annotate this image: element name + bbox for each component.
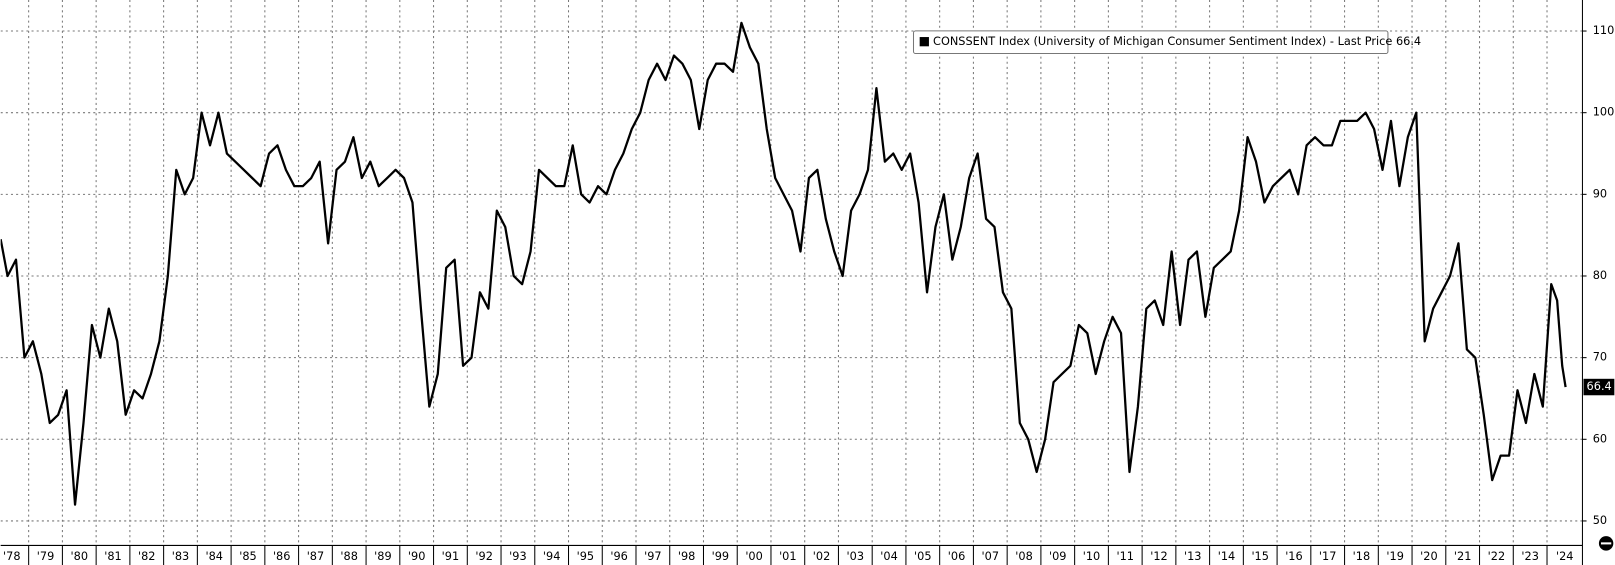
- last-price-label: 66.4: [1587, 379, 1612, 393]
- y-tick-label: 50: [1593, 513, 1607, 527]
- x-tick-label: '91: [442, 549, 460, 563]
- x-tick-label: '12: [1150, 549, 1168, 563]
- y-tick-label: 110: [1593, 23, 1615, 37]
- icon: [1598, 536, 1614, 551]
- last-price-box: [1583, 378, 1615, 396]
- x-tick-label: '94: [543, 549, 561, 563]
- x-tick-label: '18: [1353, 549, 1371, 563]
- x-tick-label: '81: [104, 549, 122, 563]
- x-tick-label: '93: [509, 549, 527, 563]
- y-tick-label: 70: [1593, 350, 1607, 364]
- y-tick-label: 60: [1593, 431, 1607, 445]
- x-tick-label: '01: [779, 549, 797, 563]
- x-tick-label: '78: [3, 549, 21, 563]
- series-line: [0, 21, 1567, 506]
- y-tick-label: 100: [1593, 105, 1615, 119]
- x-tick-label: '82: [138, 549, 156, 563]
- legend: CONSSENT Index (University of Michigan C…: [912, 30, 1421, 55]
- axes: 50 60 70 80 90 100 110 '78 '79 '80 '81 '82 '83 '84 '85…: [3, 23, 1615, 565]
- x-tick-label: '87: [307, 549, 325, 563]
- x-tick-label: '05: [914, 549, 932, 563]
- x-tick-label: '85: [239, 549, 257, 563]
- x-tick-label: '09: [1049, 549, 1067, 563]
- x-tick-label: '15: [1251, 549, 1269, 563]
- x-tick-label: '95: [577, 549, 595, 563]
- x-tick-label: '89: [374, 549, 392, 563]
- x-tick-label: '83: [172, 549, 190, 563]
- grid: [0, 0, 1583, 546]
- x-tick-label: '92: [475, 549, 493, 563]
- x-tick-label: '02: [813, 549, 831, 563]
- x-tick-label: '04: [880, 549, 898, 563]
- x-tick-label: '21: [1454, 549, 1472, 563]
- x-tick-label: '00: [745, 549, 763, 563]
- x-tick-label: '97: [644, 549, 662, 563]
- plot: [0, 21, 1567, 506]
- y-tick-label: 80: [1593, 268, 1607, 282]
- x-tick-label: '23: [1521, 549, 1539, 563]
- legend-box: [912, 30, 1389, 55]
- x-tick-label: '86: [273, 549, 291, 563]
- x-tick-label: '84: [205, 549, 223, 563]
- x-tick-label: '79: [37, 549, 55, 563]
- x-tick-label: '80: [71, 549, 89, 563]
- x-tick-label: '19: [1386, 549, 1404, 563]
- x-tick-label: '98: [678, 549, 696, 563]
- x-tick-label: '16: [1285, 549, 1303, 563]
- x-tick-label: '88: [340, 549, 358, 563]
- x-tick-label: '96: [610, 549, 628, 563]
- legend-label: CONSSENT Index (University of Michigan C…: [933, 34, 1421, 48]
- x-tick-label: '03: [847, 549, 865, 563]
- x-tick-label: '99: [712, 549, 730, 563]
- legend-swatch: [919, 37, 929, 47]
- x-tick-label: '22: [1488, 549, 1506, 563]
- x-tick-label: '10: [1083, 549, 1101, 563]
- x-tick-label: '11: [1116, 549, 1134, 563]
- x-tick-label: '06: [948, 549, 966, 563]
- x-tick-label: '24: [1556, 549, 1574, 563]
- x-tick-label: '20: [1420, 549, 1438, 563]
- x-tick-label: '90: [408, 549, 426, 563]
- x-tick-label: '17: [1319, 549, 1337, 563]
- x-tick-label: '14: [1218, 549, 1236, 563]
- y-tick-label: 90: [1593, 186, 1607, 200]
- x-tick-label: '08: [1015, 549, 1033, 563]
- x-tick-label: '07: [982, 549, 1000, 563]
- x-tick-label: '13: [1184, 549, 1202, 563]
